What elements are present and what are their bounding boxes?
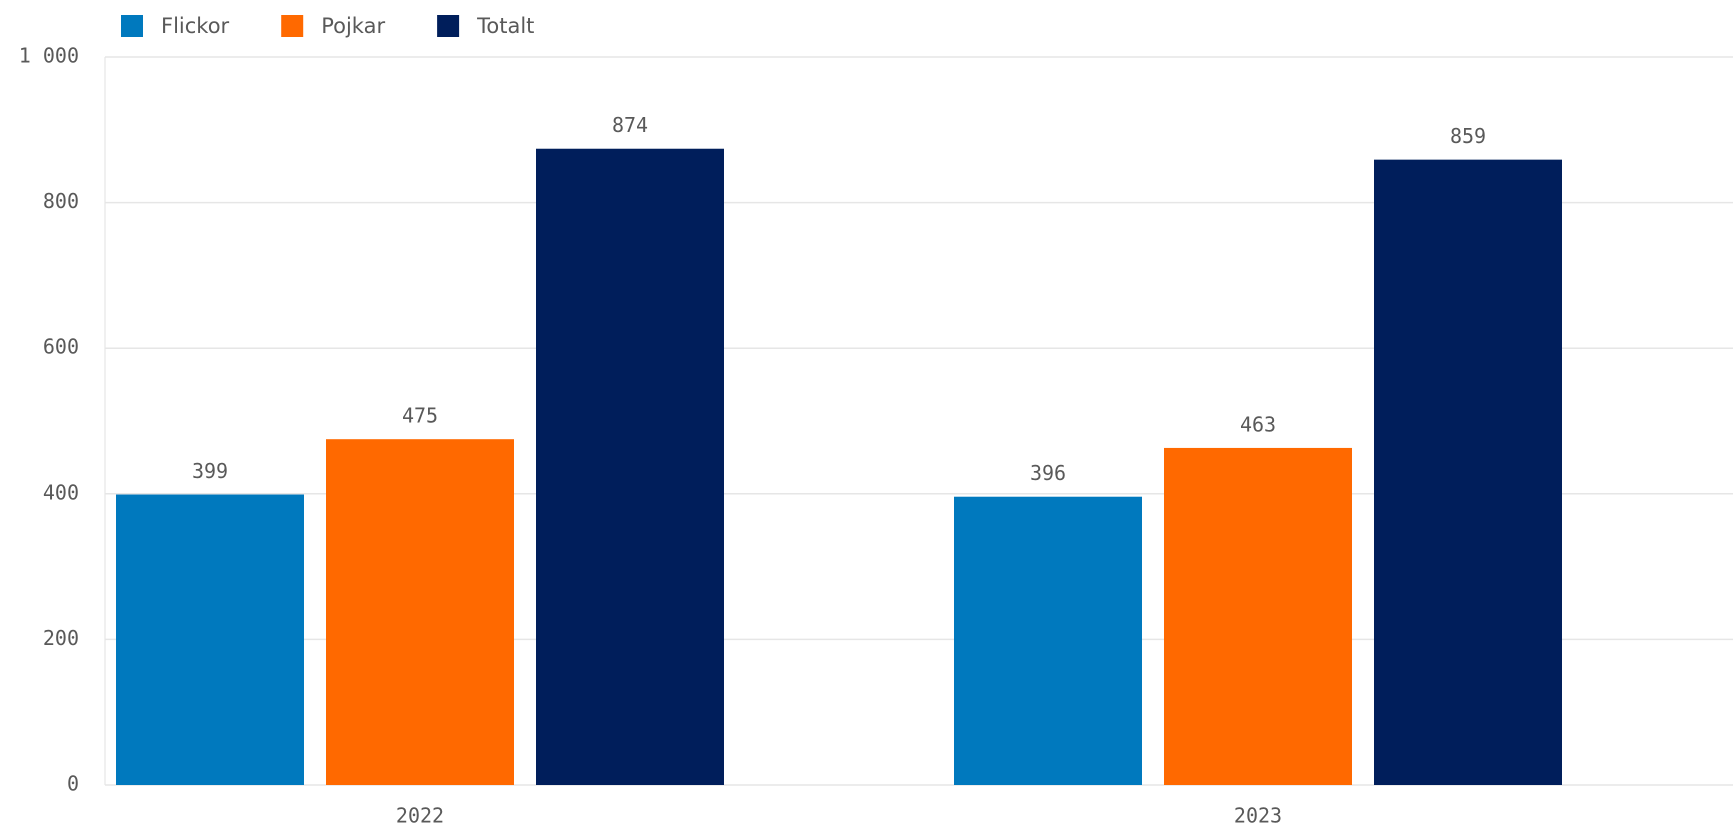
bar [954, 496, 1142, 785]
y-tick-label: 600 [43, 335, 79, 359]
value-label: 463 [1240, 412, 1276, 436]
legend-label: Flickor [161, 14, 230, 38]
value-label: 399 [192, 459, 228, 483]
legend-swatch [281, 15, 304, 37]
x-tick-label: 2023 [1234, 804, 1282, 828]
y-tick-label: 400 [43, 480, 79, 504]
y-tick-label: 800 [43, 189, 79, 213]
x-tick-label: 2022 [396, 804, 444, 828]
y-tick-label: 200 [43, 626, 79, 650]
y-tick-label: 1 000 [19, 44, 79, 68]
value-label: 396 [1030, 461, 1066, 485]
legend-swatch [121, 15, 143, 37]
y-tick-label: 0 [67, 772, 79, 796]
legend-label: Totalt [476, 14, 534, 38]
value-label: 874 [612, 113, 648, 137]
bar [116, 494, 304, 785]
legend-label: Pojkar [321, 14, 385, 38]
bar [536, 148, 724, 785]
value-label: 475 [402, 404, 438, 428]
legend-swatch [437, 15, 460, 37]
bar [1374, 159, 1562, 785]
bar [326, 439, 514, 785]
value-label: 859 [1450, 124, 1486, 148]
bar [1164, 447, 1352, 785]
